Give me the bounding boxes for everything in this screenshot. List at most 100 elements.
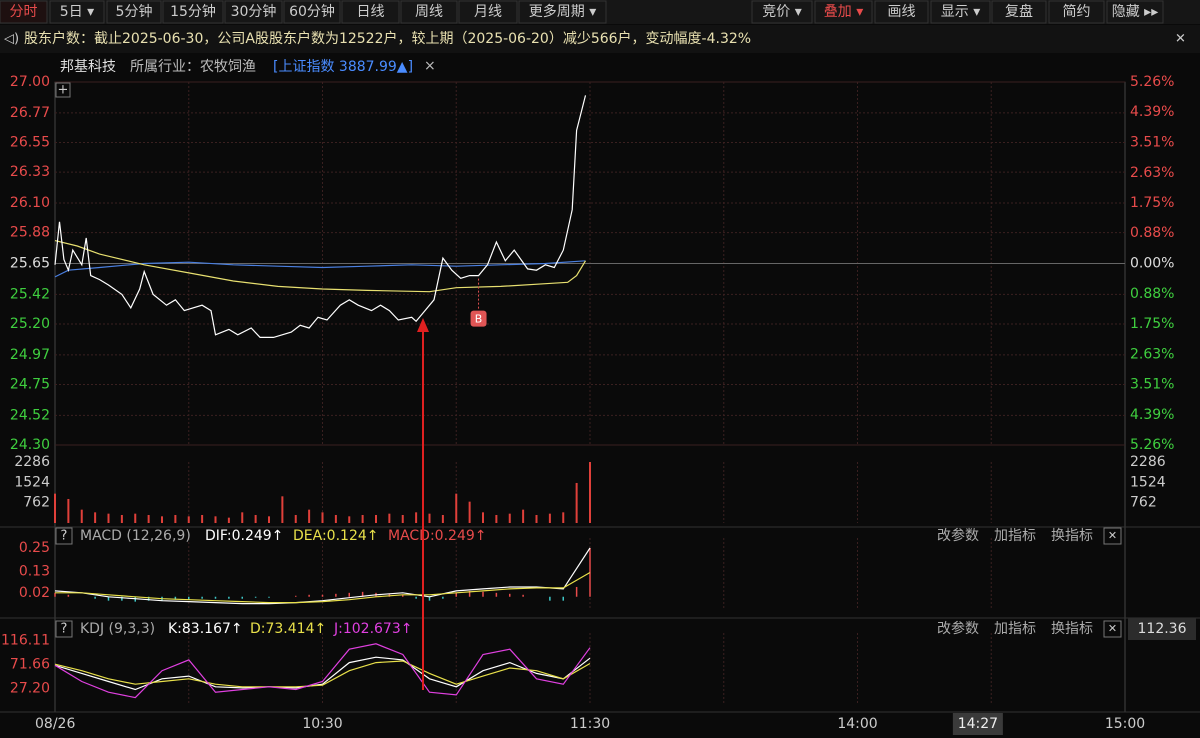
volume-bar [482,512,484,523]
volume-bar [120,514,123,523]
help-icon[interactable]: ? [61,529,68,544]
toolbar-button-label[interactable]: 叠加 ▾ [824,4,863,20]
legend-entry: MACD:0.249↑ [388,528,487,544]
tab-label[interactable]: 5分钟 [116,3,153,20]
volume-bar [241,512,244,523]
y-tick-label: 26.77 [10,105,50,121]
tab[interactable] [458,0,518,24]
volume-bar [508,513,511,523]
volume-bar [468,501,471,523]
tab[interactable] [400,0,458,24]
volume-bar [214,516,217,523]
series-line [54,643,591,699]
volume-bar [441,514,444,523]
tab[interactable] [0,0,48,24]
tab[interactable] [106,0,162,24]
tab[interactable] [283,0,341,24]
y2-tick-label: 0.88% [1130,286,1174,302]
y2-tick-label: 5.26% [1130,437,1174,453]
notice-text: 股东户数：截止2025-06-30，公司A股股东户数为12522户，较上期（20… [24,30,751,47]
help-box[interactable] [55,527,73,545]
y2-tick-label: 0.88% [1130,225,1174,241]
toolbar-button[interactable] [874,0,929,24]
cursor-time-box [952,713,1003,735]
y-tick-label: 25.65 [10,256,50,272]
volume-bar [147,514,150,523]
y-tick-label: 762 [23,495,50,511]
toolbar-button[interactable] [991,0,1047,24]
x-tick-label: 11:30 [570,716,610,732]
toolbar-button-label[interactable]: 画线 [888,4,916,20]
indicator-button[interactable]: 换指标 [1051,527,1093,544]
index-close[interactable]: × [424,58,436,74]
zoom-box[interactable] [55,82,71,98]
volume-bar [535,514,538,523]
volume-bar [348,516,351,523]
volume-bar [361,514,364,523]
y-tick-label: 24.97 [10,347,50,363]
indicator-button[interactable]: 加指标 [994,528,1036,544]
volume-bar [562,512,565,523]
volume-bar [67,498,70,523]
volume-bar [134,513,137,523]
tab[interactable] [341,0,400,24]
toolbar-button-label[interactable]: 竞价 ▾ [762,3,801,20]
volume-bar [281,496,284,523]
volume-bar [107,513,110,523]
volume-bar [415,512,418,523]
y-tick-label: 25.88 [10,225,50,241]
close-box[interactable] [1103,620,1122,638]
volume-bar [227,517,230,523]
toolbar-button[interactable] [814,0,873,24]
series-line [54,656,591,691]
toolbar-button[interactable] [751,0,813,24]
tab[interactable] [518,0,607,24]
tab-label[interactable]: 15分钟 [170,3,216,20]
indicator-button[interactable]: 加指标 [994,621,1036,637]
tab[interactable] [162,0,224,24]
close-icon[interactable]: ✕ [1108,529,1117,542]
indicator-button[interactable]: 改参数 [937,620,979,637]
zoom-plus[interactable]: + [58,83,69,98]
tab-label[interactable]: 30分钟 [231,3,277,20]
close-icon[interactable]: ✕ [1108,622,1117,635]
series-line [54,660,591,688]
y-tick-label: 27.20 [10,680,50,696]
toolbar-button-label[interactable]: 隐藏 ▸▸ [1112,4,1159,20]
volume-bar [495,514,498,523]
index-overlay[interactable]: [上证指数 3887.99▲] [273,59,413,75]
toolbar-button-label[interactable]: 复盘 [1005,3,1033,20]
signal-arrow-head [417,318,429,332]
stock-name: 邦基科技 [60,58,116,75]
tab[interactable] [224,0,283,24]
tab-label[interactable]: 5日 ▾ [60,4,94,20]
tab-label[interactable]: 月线 [474,4,502,20]
notice-icon: ◁) [4,32,19,47]
toolbar-button-label[interactable]: 显示 ▾ [941,4,980,20]
indicator-button[interactable]: 改参数 [937,527,979,544]
tab-label[interactable]: 分时 [10,4,38,20]
help-icon[interactable]: ? [61,622,68,637]
notice-close[interactable]: ✕ [1175,32,1186,47]
toolbar-button[interactable] [1048,0,1105,24]
indicator-title: MACD (12,26,9) [80,528,191,544]
tab-label[interactable]: 日线 [357,4,385,20]
volume-bar [54,493,56,523]
indicator-button[interactable]: 换指标 [1051,620,1093,637]
close-box[interactable] [1103,527,1122,545]
volume-bar [268,516,270,523]
toolbar-button[interactable] [930,0,991,24]
y2-tick-label: 1524 [1130,474,1166,490]
toolbar-button[interactable] [1106,0,1164,24]
toolbar-button-label[interactable]: 简约 [1063,3,1091,20]
notice-bar [0,25,1200,53]
volume-bar [94,512,97,523]
y-tick-label: 0.25 [19,540,50,556]
x-tick-label: 10:30 [302,716,342,732]
tab-label[interactable]: 更多周期 ▾ [529,3,596,20]
tab[interactable] [49,0,105,24]
tab-label[interactable]: 周线 [415,4,443,20]
help-box[interactable] [55,620,73,638]
tab-label[interactable]: 60分钟 [289,3,335,20]
